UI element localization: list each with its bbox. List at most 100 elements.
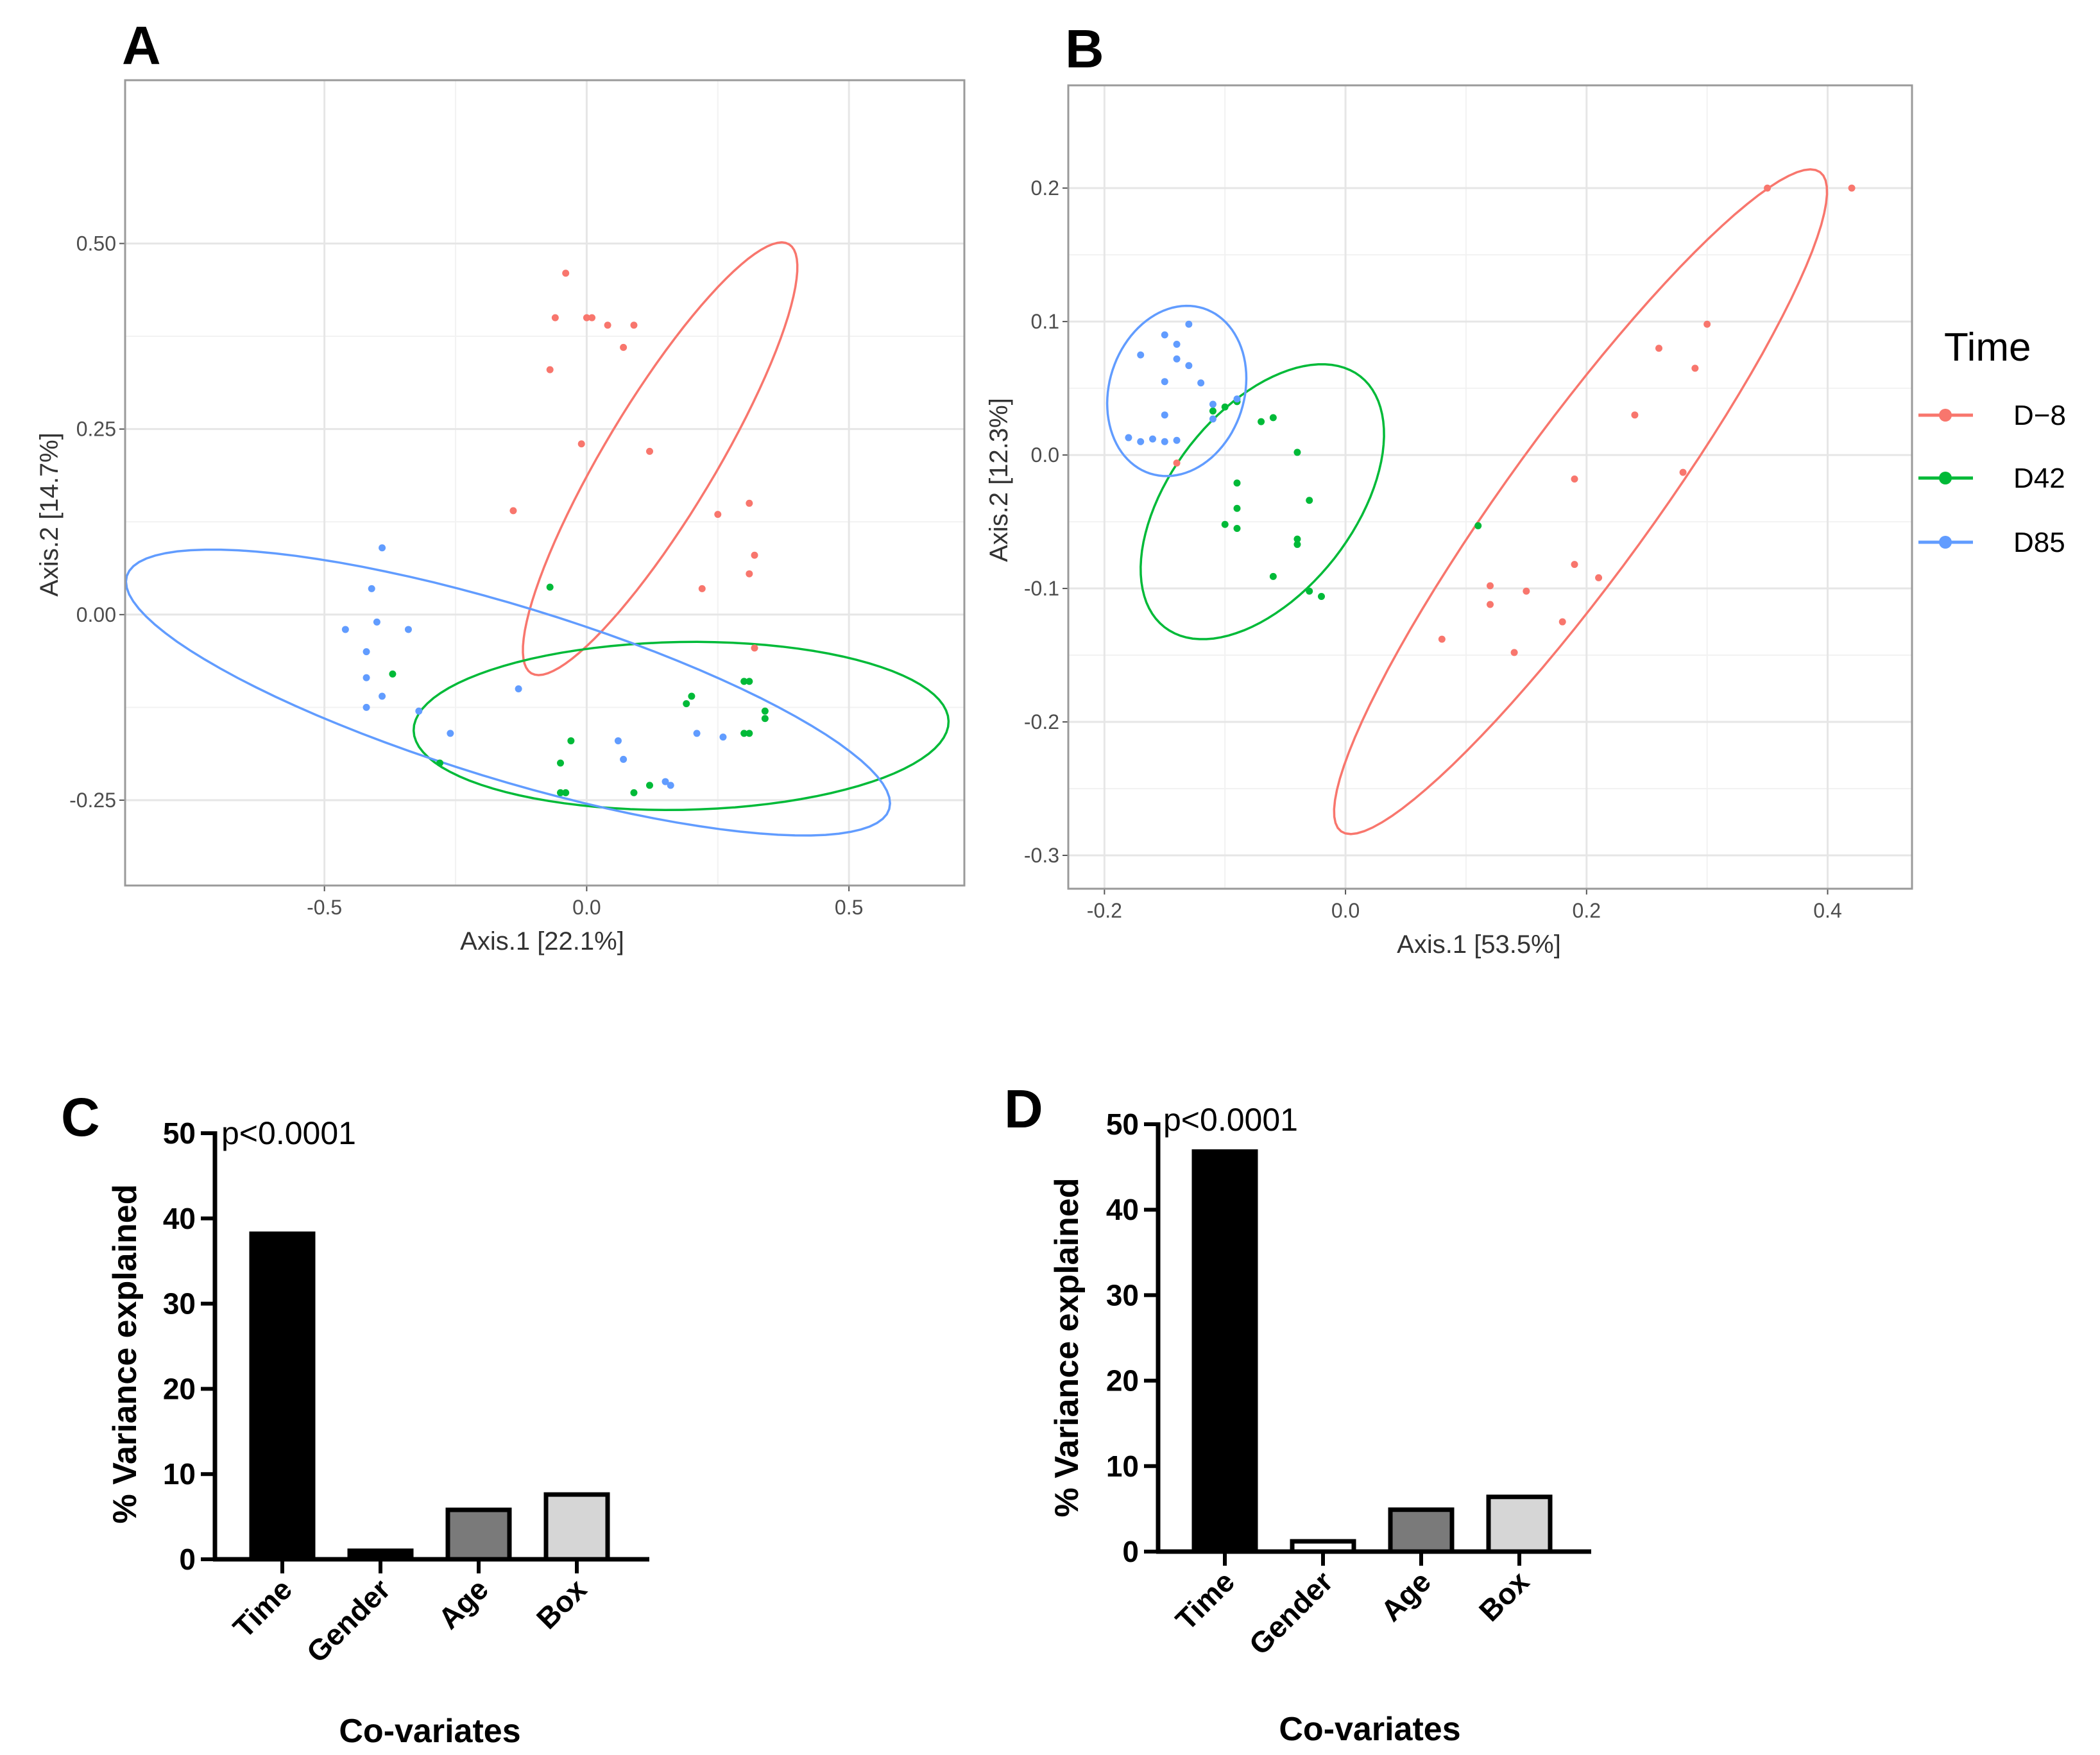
legend-item-d85: D85 <box>1918 527 2065 558</box>
y-tick-label: -0.25 <box>69 789 116 812</box>
point-d85 <box>1209 400 1216 408</box>
ellipse-d-8 <box>1333 168 1829 835</box>
point-d42 <box>740 678 748 685</box>
point-d42 <box>688 692 696 700</box>
ellipse-d85 <box>1105 304 1248 477</box>
point-d42 <box>1318 593 1325 601</box>
plot-border <box>124 79 966 887</box>
plot-area <box>1068 85 1912 889</box>
legend-item-d-8: D−8 <box>1918 400 2066 431</box>
point-d-8 <box>1703 320 1711 328</box>
bar-box <box>543 1492 610 1562</box>
x-tick-label: 0.2 <box>1573 899 1601 922</box>
point-d85 <box>515 685 522 692</box>
y-tick-label: 0.1 <box>1031 310 1059 333</box>
x-tick-label: 0.5 <box>835 896 863 919</box>
point-d85 <box>1173 355 1181 363</box>
point-d-8 <box>751 551 758 559</box>
point-d-8 <box>1655 345 1662 352</box>
ellipse-d42 <box>1140 363 1385 640</box>
point-d-8 <box>630 321 638 329</box>
point-d-8 <box>746 499 753 507</box>
y-tick-label: 40 <box>1106 1193 1139 1226</box>
legend-label: D42 <box>2013 463 2065 494</box>
y-tick-label: 40 <box>163 1202 196 1235</box>
point-d85 <box>1173 436 1181 444</box>
bar-box <box>1486 1494 1553 1554</box>
legend-key-dot <box>1939 536 1952 549</box>
p-value-annotation: p<0.0001 <box>1163 1102 1298 1138</box>
point-d85 <box>447 730 454 737</box>
point-d-8 <box>509 507 517 515</box>
point-d-8 <box>1438 635 1446 643</box>
point-d-8 <box>1510 649 1518 656</box>
x-tick-label: 0.0 <box>572 896 601 919</box>
point-d85 <box>415 707 423 715</box>
plot-area <box>125 80 964 886</box>
grid <box>125 80 964 886</box>
point-d85 <box>614 737 622 744</box>
point-d85 <box>363 703 370 711</box>
tick-labels: -0.2 0.0 0.2 0.4 -0.3 -0.2 -0.1 0.0 0.1 0.2 <box>1024 84 1913 922</box>
point-d42 <box>761 715 769 723</box>
y-axis-title: % Variance explained <box>1048 1178 1086 1518</box>
point-d85 <box>719 733 727 741</box>
legend-label: D85 <box>2013 527 2065 558</box>
point-d85 <box>379 692 386 700</box>
point-d85 <box>1125 434 1132 441</box>
point-d-8 <box>698 585 706 592</box>
point-d-8 <box>1691 364 1699 372</box>
ellipse-d-8 <box>522 241 799 676</box>
y-tick-label: 30 <box>163 1287 196 1321</box>
point-d-8 <box>1173 459 1181 467</box>
pcoa-plot-b: -0.2 0.0 0.2 0.4 -0.3 -0.2 -0.1 0.0 0.1 0.2 Axis.… <box>985 84 1913 959</box>
point-d-8 <box>1487 582 1494 590</box>
tick-labels: -0.5 0.0 0.5 -0.25 0.00 0.25 0.50 <box>69 79 966 919</box>
point-d85 <box>379 544 386 552</box>
point-d85 <box>1161 378 1168 386</box>
y-tick-label: 20 <box>163 1372 196 1405</box>
point-d-8 <box>551 314 559 321</box>
point-d-8 <box>746 570 753 578</box>
grid <box>1068 85 1912 889</box>
data-points <box>341 270 769 796</box>
point-d85 <box>363 674 370 681</box>
y-tick-label: 0.00 <box>76 603 116 626</box>
point-d85 <box>1197 379 1205 387</box>
y-axis-title: Axis.2 [12.3%] <box>985 398 1013 562</box>
point-d-8 <box>1571 561 1578 569</box>
point-d85 <box>1137 438 1145 445</box>
point-d42 <box>746 678 753 685</box>
y-axis-title: Axis.2 [14.7%] <box>35 432 64 597</box>
point-d42 <box>389 670 397 678</box>
y-tick-label: 30 <box>1106 1278 1139 1312</box>
bar-age <box>1388 1507 1455 1554</box>
panel-label-c: C <box>61 1087 100 1147</box>
point-d42 <box>436 759 443 767</box>
y-tick-label: 50 <box>1106 1108 1139 1141</box>
panel-label-b: B <box>1065 19 1104 79</box>
point-d85 <box>1161 331 1168 339</box>
point-d42 <box>546 583 554 591</box>
point-d42 <box>1258 418 1265 425</box>
ellipse-d42 <box>412 640 950 812</box>
point-d42 <box>1269 414 1277 422</box>
point-d85 <box>1185 362 1193 370</box>
point-d-8 <box>546 366 554 373</box>
point-d42 <box>1306 497 1313 504</box>
confidence-ellipses <box>124 241 950 837</box>
point-d-8 <box>646 447 653 455</box>
point-d42 <box>746 730 753 737</box>
legend-label: D−8 <box>2013 400 2066 431</box>
point-d85 <box>1137 351 1145 359</box>
point-d42 <box>1293 535 1301 543</box>
legend-item-d42: D42 <box>1918 463 2065 494</box>
point-d42 <box>1474 522 1482 529</box>
legend-title: Time <box>1944 325 2031 370</box>
legend-key-dot <box>1939 472 1952 484</box>
point-d85 <box>368 585 375 592</box>
y-tick-label: 50 <box>163 1117 196 1150</box>
point-d-8 <box>1848 184 1856 192</box>
point-d-8 <box>620 343 627 351</box>
legend: Time D−8 D42 D85 <box>1918 325 2066 558</box>
